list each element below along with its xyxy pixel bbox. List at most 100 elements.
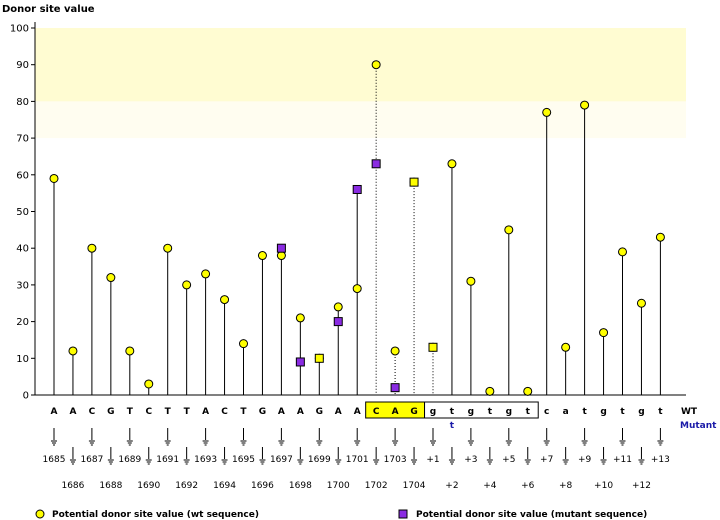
position-label: 1692 — [175, 481, 198, 491]
y-tick-label: 30 — [16, 280, 29, 291]
base-letter: t — [526, 407, 531, 417]
wt-point — [239, 339, 248, 349]
wt-row-label: WT — [681, 407, 698, 417]
wt-point — [87, 243, 97, 253]
base-letter: T — [184, 407, 191, 417]
wt-point — [371, 60, 381, 70]
wt-point — [352, 284, 362, 294]
base-letter: A — [354, 407, 361, 417]
position-label: 1694 — [213, 481, 236, 491]
position-label: 1695 — [232, 455, 255, 465]
base-letter: t — [658, 407, 663, 417]
base-letter: G — [107, 407, 114, 417]
wt-series — [49, 60, 665, 396]
base-letter: c — [544, 407, 549, 417]
position-label: 1699 — [308, 455, 331, 465]
legend-mutant-label: Potential donor site value (mutant seque… — [416, 510, 647, 520]
base-letter: C — [373, 407, 380, 417]
position-label: 1685 — [43, 455, 66, 465]
wt-point — [49, 173, 59, 183]
base-letter: A — [335, 407, 342, 417]
wt-point — [163, 243, 173, 253]
legend-wt-label: Potential donor site value (wt sequence) — [52, 510, 259, 520]
position-label: 1703 — [384, 455, 407, 465]
base-letter: t — [582, 407, 587, 417]
mutant-point — [371, 159, 381, 169]
wt-point — [636, 298, 646, 308]
y-tick-label: 10 — [16, 354, 29, 365]
position-label: 1688 — [99, 481, 122, 491]
legend: Potential donor site value (wt sequence)… — [35, 509, 647, 520]
wt-point — [580, 100, 590, 110]
position-label: 1689 — [118, 455, 141, 465]
position-label: +6 — [521, 481, 535, 491]
wt-point — [447, 159, 457, 169]
wt-point — [599, 328, 609, 338]
highlight-band — [35, 28, 686, 102]
position-label: 1686 — [61, 481, 84, 491]
wt-point — [257, 251, 267, 261]
y-tick-label: 100 — [10, 24, 29, 35]
y-tick-label: 70 — [16, 134, 29, 145]
base-letter: C — [89, 407, 96, 417]
position-label: +11 — [613, 455, 632, 465]
intron-box — [424, 401, 539, 419]
wt-point — [466, 276, 476, 286]
mutant-point — [276, 243, 286, 253]
position-label: 1690 — [137, 481, 160, 491]
position-label: +7 — [540, 455, 553, 465]
base-letter: A — [69, 407, 76, 417]
position-label: +5 — [502, 455, 515, 465]
position-label: +12 — [632, 481, 651, 491]
position-label: 1698 — [289, 481, 312, 491]
base-letter: g — [506, 407, 512, 417]
position-label: 1701 — [346, 455, 369, 465]
y-tick-labels: 0 10 20 30 40 50 60 70 80 90 100 — [10, 24, 35, 402]
mutant-point — [390, 383, 400, 393]
base-letter: A — [297, 407, 304, 417]
wt-point — [106, 273, 116, 283]
stems — [53, 64, 661, 395]
legend-mutant-marker — [398, 509, 408, 519]
wt-point — [144, 379, 154, 389]
base-letter: T — [240, 407, 247, 417]
position-label: +2 — [445, 481, 458, 491]
mutant-point — [409, 177, 419, 187]
base-letter: T — [127, 407, 134, 417]
mutant-point — [295, 357, 305, 367]
wt-point — [655, 232, 665, 242]
wt-point — [390, 346, 400, 356]
base-letter: g — [600, 407, 606, 417]
base-letter: a — [563, 407, 569, 417]
base-letter: G — [410, 407, 417, 417]
mutant-point — [428, 342, 438, 352]
mutant-row-label: Mutant — [680, 421, 717, 431]
base-letter: A — [202, 407, 209, 417]
base-letter: G — [259, 407, 266, 417]
wt-point — [125, 346, 135, 356]
y-tick-label: 60 — [16, 170, 29, 181]
wt-point — [504, 225, 514, 235]
y-tick-label: 90 — [16, 60, 29, 71]
axes — [34, 22, 686, 396]
wt-point — [523, 386, 533, 396]
base-letter: T — [165, 407, 172, 417]
base-letter: g — [468, 407, 474, 417]
position-label: +8 — [559, 481, 573, 491]
y-tick-label: 50 — [16, 207, 29, 218]
position-label: +10 — [594, 481, 613, 491]
wt-point — [295, 313, 305, 323]
y-axis-label: Donor site value — [2, 4, 95, 15]
base-letter: g — [430, 407, 436, 417]
position-label: +4 — [483, 481, 497, 491]
base-letter: C — [221, 407, 228, 417]
position-label: +9 — [578, 455, 592, 465]
position-label: +13 — [651, 455, 670, 465]
base-letter: t — [620, 407, 625, 417]
position-label: 1700 — [327, 481, 350, 491]
highlight-bands — [35, 28, 686, 139]
position-label: 1693 — [194, 455, 217, 465]
wt-point — [220, 295, 230, 305]
y-tick-label: 40 — [16, 244, 29, 255]
